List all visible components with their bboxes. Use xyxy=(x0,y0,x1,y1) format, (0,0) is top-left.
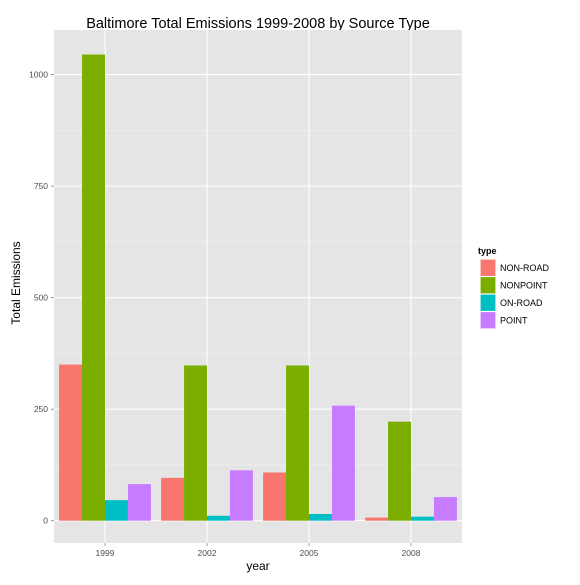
bar-point-2008 xyxy=(433,497,457,521)
x-tick-label: 2008 xyxy=(402,548,421,558)
x-axis: 1999 2002 2005 2008 xyxy=(96,543,421,558)
legend-label-point: POINT xyxy=(500,315,528,325)
bar-on-road-2002 xyxy=(207,515,230,521)
bar-non-road-2005 xyxy=(263,472,287,521)
legend-label-non-road: NON-ROAD xyxy=(500,263,549,273)
legend-items: NON-ROAD NONPOINT ON-ROAD POINT xyxy=(479,258,549,330)
bar-non-road-2002 xyxy=(161,477,185,521)
x-tick-label: 1999 xyxy=(96,548,115,558)
bar-nonpoint-2008 xyxy=(388,421,411,521)
bar-on-road-1999 xyxy=(105,500,128,521)
legend-swatch-point xyxy=(480,312,496,329)
bar-nonpoint-1999 xyxy=(82,54,105,521)
x-axis-title: year xyxy=(246,559,269,573)
y-tick-label: 750 xyxy=(34,181,48,191)
x-tick-label: 2002 xyxy=(198,548,217,558)
chart-title: Baltimore Total Emissions 1999-2008 by S… xyxy=(86,16,430,32)
bar-point-1999 xyxy=(127,484,151,521)
bar-nonpoint-2005 xyxy=(286,365,309,521)
bar-point-2005 xyxy=(331,405,355,521)
bars xyxy=(59,54,457,521)
legend: type NON-ROAD NONPOINT ON-ROAD POINT xyxy=(478,246,549,330)
bar-point-2002 xyxy=(229,470,253,521)
y-axis-title: Total Emissions xyxy=(9,241,23,324)
bar-nonpoint-2002 xyxy=(184,365,207,521)
y-tick-label: 0 xyxy=(43,516,48,526)
legend-title: type xyxy=(478,246,497,256)
x-tick-label: 2005 xyxy=(300,548,319,558)
bar-non-road-1999 xyxy=(59,364,83,521)
legend-label-nonpoint: NONPOINT xyxy=(500,280,548,290)
bar-on-road-2005 xyxy=(309,514,332,521)
y-tick-label: 1000 xyxy=(29,70,48,80)
legend-swatch-nonpoint xyxy=(480,277,496,294)
legend-swatch-on-road xyxy=(480,294,496,311)
legend-swatch-non-road xyxy=(480,259,496,276)
bar-on-road-2008 xyxy=(411,516,434,521)
legend-label-on-road: ON-ROAD xyxy=(500,298,543,308)
bar-non-road-2008 xyxy=(365,517,389,521)
y-tick-label: 250 xyxy=(34,404,48,414)
y-tick-label: 500 xyxy=(34,293,48,303)
y-axis: 0 250 500 750 1000 xyxy=(29,70,54,526)
